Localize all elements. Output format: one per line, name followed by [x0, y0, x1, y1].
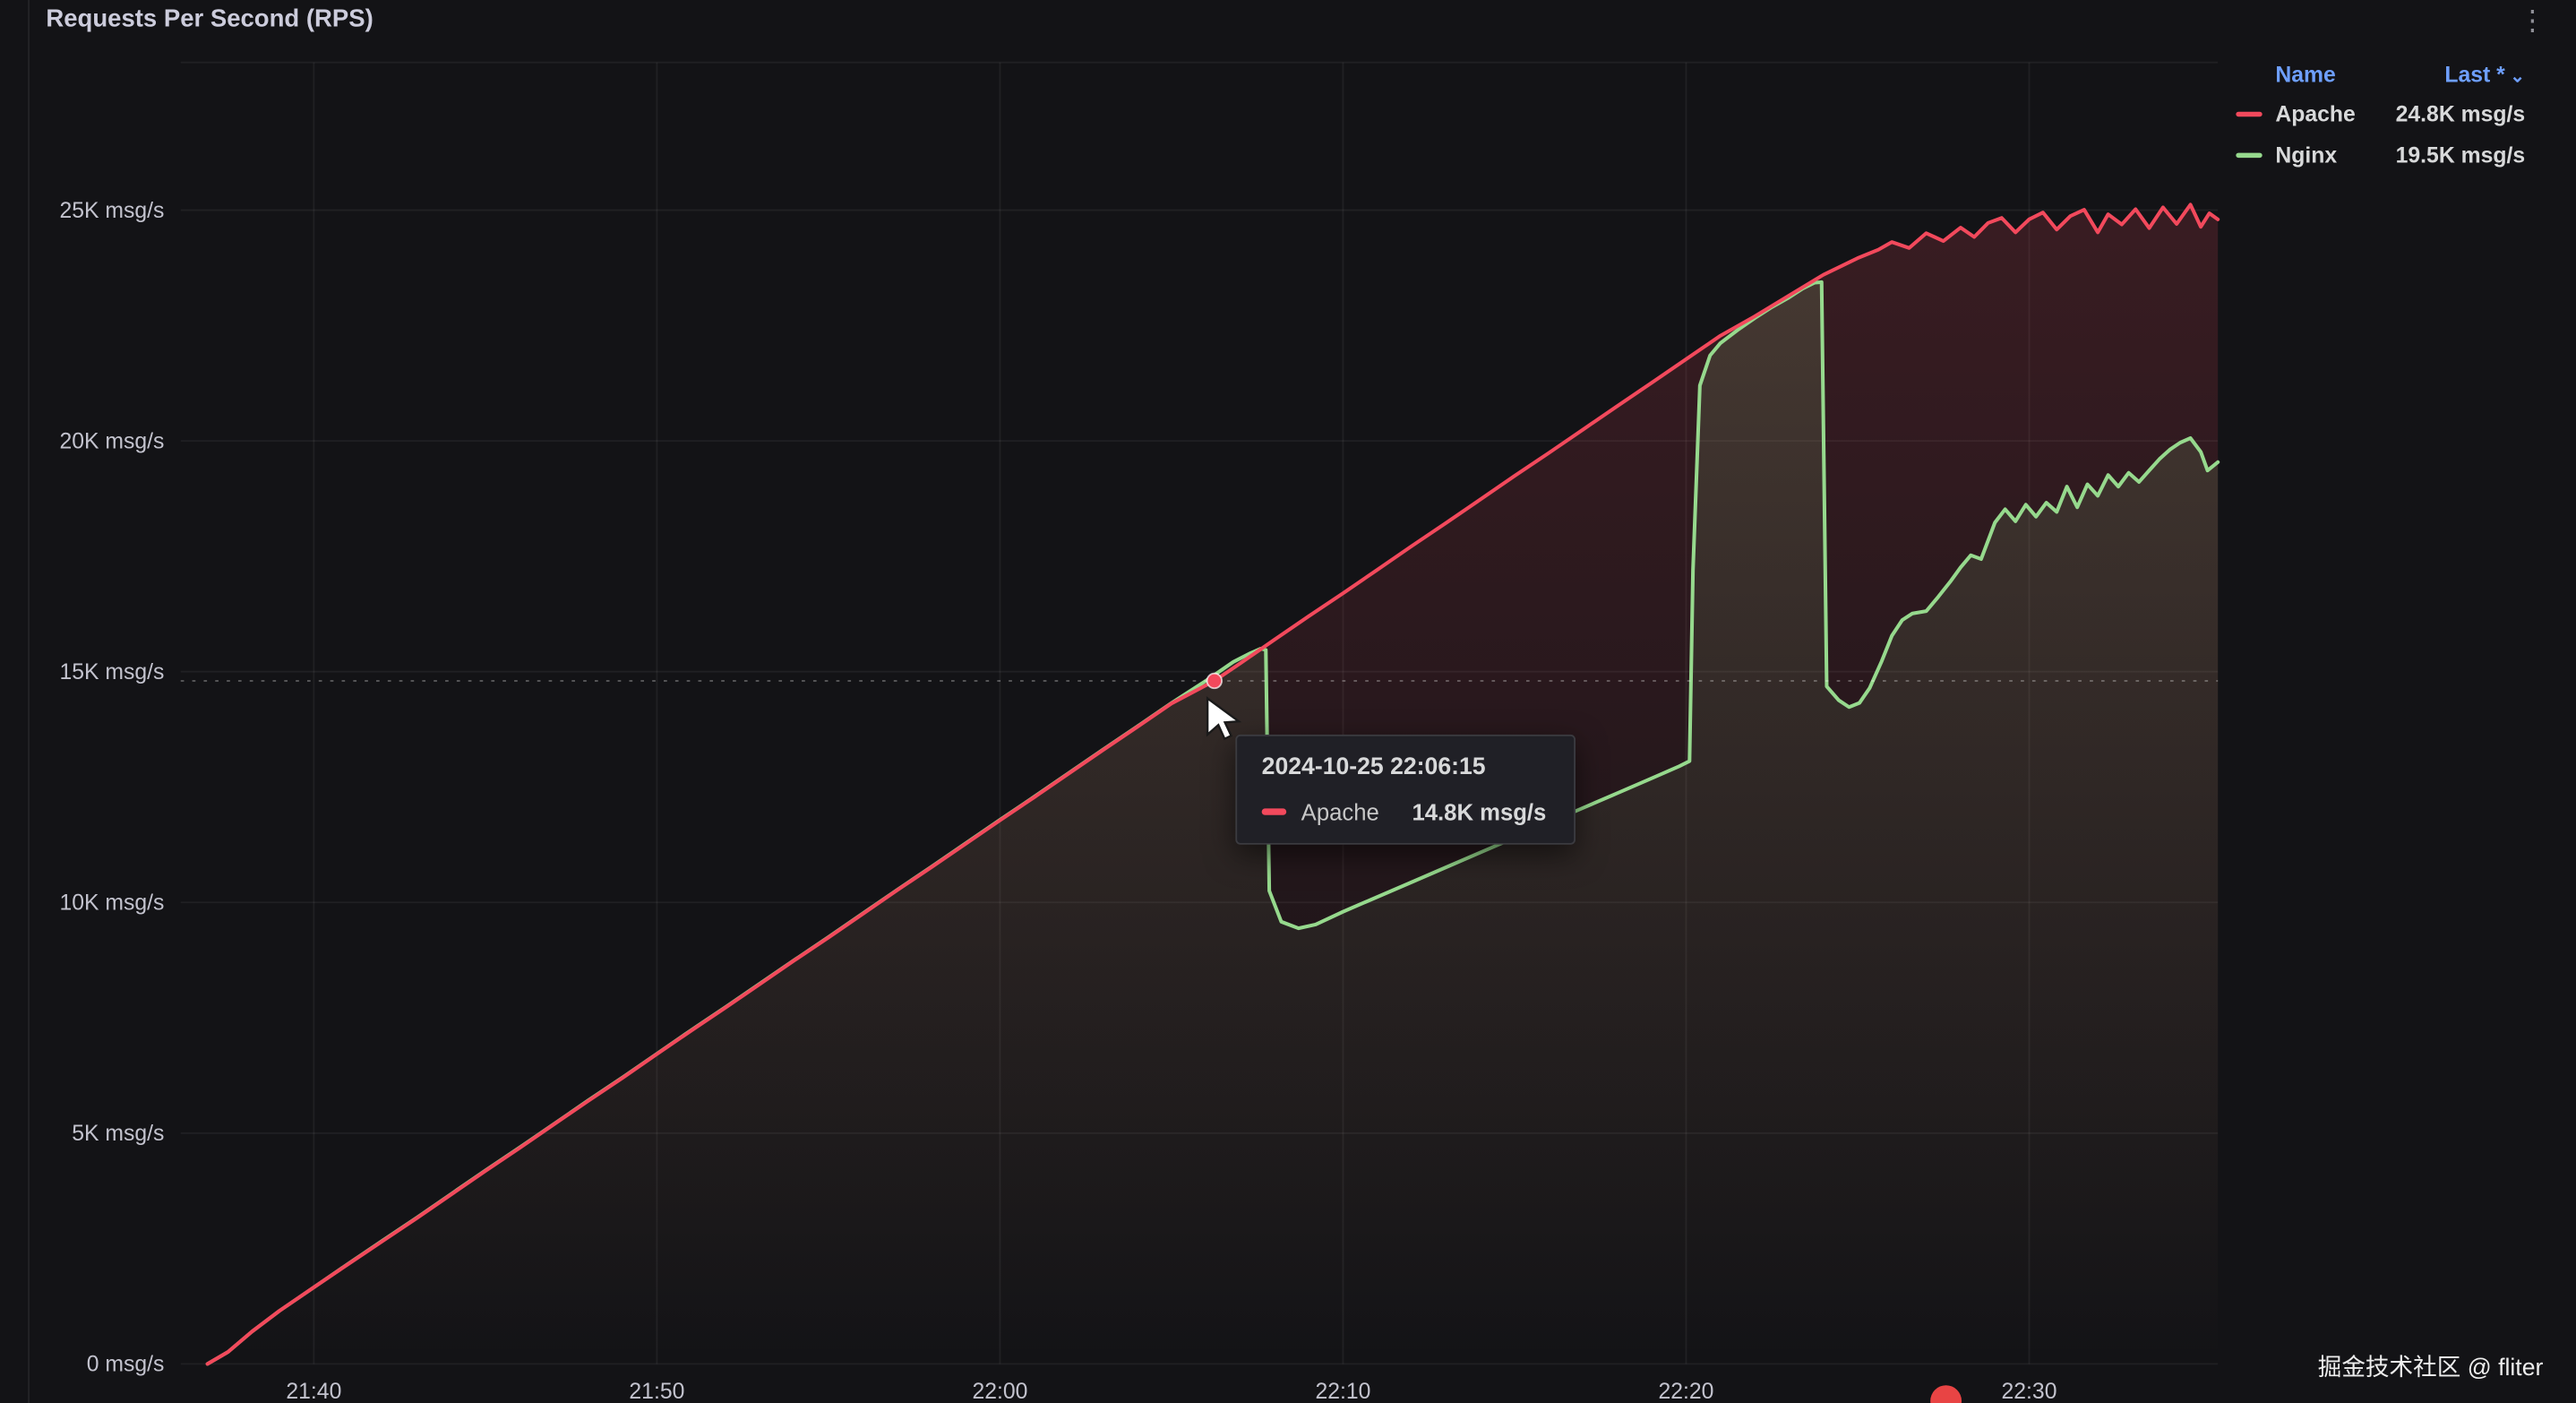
legend-apache-label[interactable]: Apache: [2275, 101, 2356, 127]
tooltip-timestamp: 2024-10-25 22:06:15: [1261, 753, 1486, 781]
y-tick-label: 0 msg/s: [87, 1353, 165, 1377]
legend-apache-value: 24.8K msg/s: [2395, 101, 2526, 127]
y-tick-label: 10K msg/s: [59, 891, 164, 916]
kebab-menu-icon[interactable]: ⋮: [2518, 4, 2547, 37]
nginx-area: [207, 281, 2219, 1364]
y-tick-label: 20K msg/s: [59, 429, 164, 453]
y-tick-label: 15K msg/s: [59, 660, 164, 684]
panel-left-border: [28, 0, 30, 1403]
legend-nginx-label[interactable]: Nginx: [2275, 142, 2338, 168]
x-tick-label: 22:30: [2002, 1380, 2057, 1403]
panel-title[interactable]: Requests Per Second (RPS): [46, 4, 374, 33]
legend-sort-last[interactable]: Last * ⌄: [2444, 63, 2525, 88]
x-tick-label: 22:10: [1315, 1380, 1370, 1403]
hover-tooltip: 2024-10-25 22:06:15 Apache 14.8K msg/s: [1235, 734, 1576, 845]
tooltip-series-row: Apache 14.8K msg/s: [1261, 798, 1550, 825]
watermark: 掘金技术社区 @ fliter: [2317, 1356, 2544, 1382]
legend-row-nginx: Nginx 19.5K msg/s: [2236, 143, 2525, 168]
tooltip-series-name: Apache: [1301, 798, 1379, 825]
record-dot: [1930, 1385, 1962, 1403]
legend-nginx-value: 19.5K msg/s: [2395, 142, 2526, 168]
tooltip-series-swatch: [1261, 808, 1287, 815]
y-tick-label: 25K msg/s: [59, 199, 164, 223]
apache-line: [205, 202, 2220, 1366]
y-tick-label: 5K msg/s: [72, 1122, 164, 1146]
x-tick-label: 22:20: [1659, 1380, 1714, 1403]
nginx-series-swatch: [2236, 152, 2263, 159]
legend-sort-name[interactable]: Name: [2275, 62, 2336, 88]
legend: Name Last * ⌄ Apache 24.8K msg/s Nginx 19…: [2236, 63, 2525, 185]
chevron-down-icon: ⌄: [2510, 67, 2526, 88]
legend-header: Name Last * ⌄: [2236, 63, 2525, 88]
x-tick-label: 22:00: [972, 1380, 1027, 1403]
legend-sort-last-label: Last *: [2444, 62, 2505, 88]
apache-series-swatch: [2236, 111, 2263, 117]
tooltip-series-value: 14.8K msg/s: [1412, 798, 1547, 825]
mouse-cursor-icon: [1206, 696, 1242, 741]
hover-point: [1206, 672, 1223, 690]
x-tick-label: 21:40: [286, 1380, 341, 1403]
legend-row-apache: Apache 24.8K msg/s: [2236, 101, 2526, 127]
x-tick-label: 21:50: [629, 1380, 684, 1403]
